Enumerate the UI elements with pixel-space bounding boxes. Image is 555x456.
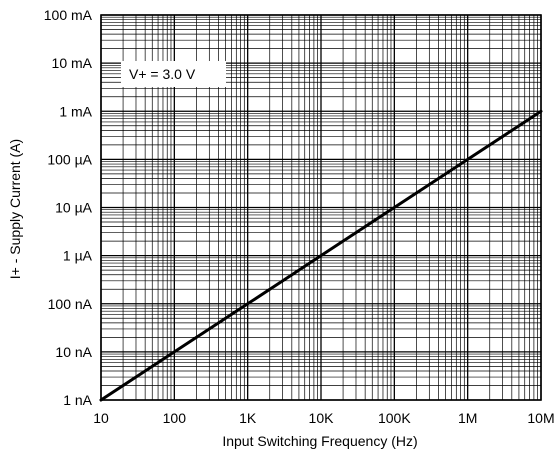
annotation-layer: V+ = 3.0 V [121,61,226,87]
x-tick-label: 10 [93,410,109,426]
y-tick-label: 10 mA [52,55,93,71]
x-tick-label: 10M [527,410,554,426]
y-tick-label: 1 µA [63,248,93,264]
x-tick-label: 1M [458,410,477,426]
annotation-label: V+ = 3.0 V [129,66,196,82]
y-axis-title: I+ - Supply Current (A) [7,139,23,279]
y-tick-label: 1 mA [59,103,92,119]
y-tick-label: 100 mA [44,7,93,23]
annotation: V+ = 3.0 V [121,61,226,87]
x-tick-label: 100K [378,410,411,426]
y-tick-label: 10 µA [55,200,93,216]
series-layer [99,109,543,402]
y-tick-label: 1 nA [63,392,92,408]
x-tick-label: 1K [239,410,257,426]
x-tick-labels: 10 100 1K 10K 100K 1M 10M [93,410,554,426]
x-axis-title: Input Switching Frequency (Hz) [222,433,417,449]
y-tick-label: 10 nA [55,344,92,360]
x-tick-label: 10K [309,410,335,426]
plot-frame [100,14,542,401]
series-line [99,109,543,402]
annotation-box [121,61,226,87]
x-tick-label: 100 [163,410,187,426]
y-tick-label: 100 nA [48,296,93,312]
y-tick-label: 100 µA [47,151,92,167]
y-tick-labels: 1 nA 10 nA 100 nA 1 µA 10 µA 100 µA 1 mA 10 mA 1… [44,7,93,408]
